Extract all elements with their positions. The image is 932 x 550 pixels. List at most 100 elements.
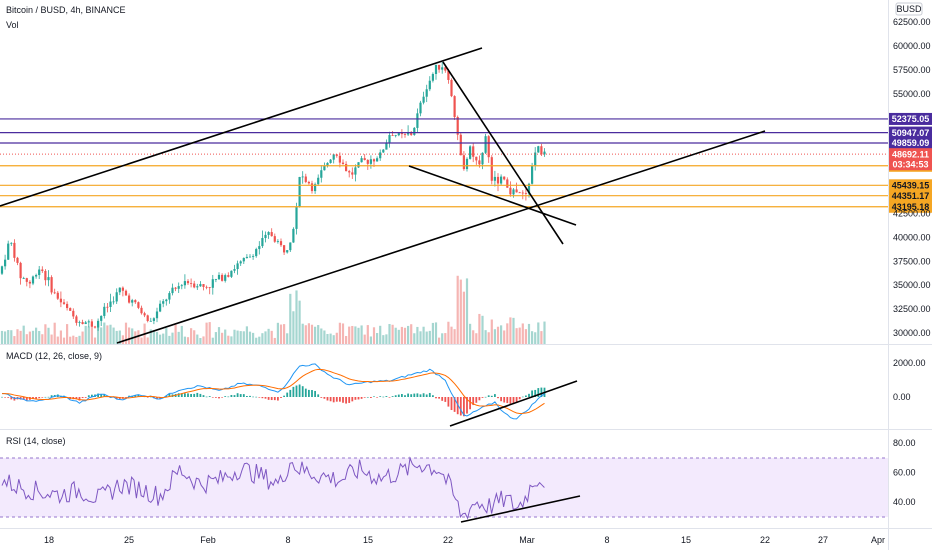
macd-histogram-bar [428, 392, 431, 397]
rsi-axis[interactable]: 80.00 60.00 40.00 [893, 438, 916, 507]
macd-histogram-bar [35, 397, 37, 400]
macd-histogram-bar [506, 397, 509, 404]
macd-histogram-bar [521, 396, 524, 398]
candle-body [512, 189, 515, 195]
candle-body [329, 159, 332, 163]
support-line[interactable] [408, 165, 577, 226]
volume-bar [62, 337, 66, 344]
volume-bar [537, 322, 540, 344]
volume-bar [385, 334, 388, 344]
volume-label: Vol [6, 20, 19, 30]
macd-pane[interactable] [0, 345, 888, 429]
candle-body [159, 303, 162, 312]
volume-bar [366, 325, 369, 344]
volume-bar [487, 332, 490, 344]
candle-body [314, 184, 317, 192]
volume-bar [518, 327, 521, 344]
volume-bar [372, 327, 376, 344]
time-tick-label: 8 [604, 535, 609, 545]
volume-bar [456, 275, 459, 344]
volume-bar [146, 337, 149, 344]
volume-bar [208, 322, 211, 344]
candle-body [490, 157, 493, 181]
macd-histogram-bar [289, 389, 292, 397]
volume-bar [301, 323, 304, 344]
macd-histogram-bar [103, 394, 106, 397]
volume-bar [289, 293, 292, 344]
macd-axis[interactable]: 2000.00 0.00 [893, 358, 926, 402]
volume-bar [230, 336, 233, 344]
macd-histogram-bar [196, 392, 199, 397]
candle-body [28, 281, 31, 284]
candle-body [450, 79, 453, 97]
volume-bar [329, 333, 332, 344]
macd-histogram-bar [475, 397, 478, 403]
rsi-trendline[interactable] [460, 495, 581, 523]
price-axis[interactable]: 62500.00 60000.00 57500.00 55000.00 42500.00… [893, 17, 931, 338]
macd-histogram-bar [75, 397, 78, 400]
volume-bar [264, 331, 267, 344]
candle-body [162, 301, 165, 304]
candle-body [307, 181, 310, 184]
candle-body [62, 302, 66, 304]
volume-bar [295, 290, 298, 344]
currency-badge[interactable] [895, 2, 923, 16]
macd-histogram-bar [205, 396, 208, 398]
macd-histogram-bar [515, 397, 518, 403]
volume-bar [171, 332, 174, 344]
time-axis[interactable]: 18 25 Feb 8 15 22 Mar 8 15 22 27 Apr [44, 535, 885, 545]
candle-body [143, 313, 146, 316]
horizontal-levels: 47479.1245439.1544351.1743195.1852375.05… [0, 112, 932, 213]
volume-bar [304, 325, 307, 344]
macd-histogram-bar [438, 397, 440, 399]
volume-bar [137, 330, 140, 344]
time-tick-label: 8 [285, 535, 290, 545]
candle-body [441, 67, 444, 70]
volume-bar [261, 333, 264, 344]
macd-histogram-bar [366, 396, 369, 398]
time-tick-label: 18 [44, 535, 54, 545]
volume-bar [255, 337, 258, 344]
macd-histogram-bar [208, 396, 211, 397]
channel-lower-line[interactable] [116, 130, 766, 344]
macd-histogram-bar [277, 397, 279, 401]
candle-body [174, 287, 177, 289]
macd-histogram-bar [339, 397, 341, 402]
volume-bar [326, 333, 329, 344]
channel-upper-line[interactable] [0, 47, 483, 207]
volume-bar [118, 330, 121, 344]
candle-body [115, 292, 118, 302]
macd-histogram-bar [134, 395, 137, 397]
candle-body [472, 146, 475, 157]
volume-bar [481, 315, 484, 344]
candle-body [0, 266, 4, 274]
macd-histogram-bar [447, 397, 450, 407]
macd-histogram-bar [137, 394, 140, 397]
macd-trendline[interactable] [449, 380, 578, 427]
candle-body [245, 256, 248, 258]
macd-histogram-bar [292, 386, 295, 397]
volume-bar [407, 325, 410, 344]
candle-body [279, 241, 283, 246]
level-price-label: 45439.15 [892, 180, 930, 190]
candle-body [354, 167, 357, 175]
macd-histogram-bar [466, 397, 468, 414]
price-pane[interactable] [0, 0, 888, 344]
macd-histogram-bar [472, 397, 475, 406]
volume-bar [273, 337, 276, 344]
trendlines[interactable] [0, 47, 766, 523]
macd-histogram-bar [410, 394, 413, 397]
candle-body [537, 146, 540, 153]
candle-body [506, 179, 509, 188]
macd-histogram-bar [441, 397, 444, 401]
candle-body [118, 287, 121, 293]
time-tick-label: 15 [681, 535, 691, 545]
candle-body [69, 308, 72, 311]
macd-histogram-bar [422, 393, 425, 397]
volume-bar [490, 319, 493, 344]
candle-body [66, 303, 69, 309]
macd-histogram-bar [22, 397, 25, 400]
macd-series [1, 363, 546, 420]
macd-histogram-bar [385, 396, 388, 397]
